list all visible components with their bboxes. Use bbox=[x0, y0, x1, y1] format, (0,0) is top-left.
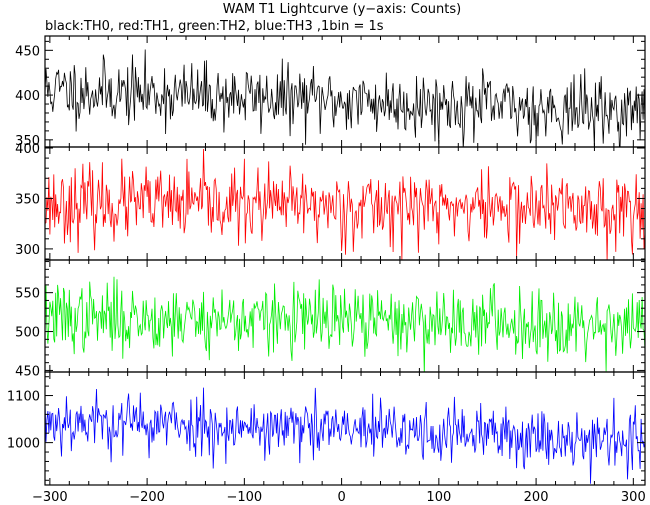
panel-TH1: 300 350 400 bbox=[15, 142, 646, 261]
series-TH2-line bbox=[45, 276, 645, 372]
y-tick-label: 1000 bbox=[7, 437, 40, 452]
y-tick-label: 450 bbox=[15, 44, 40, 59]
x-tick-label: 0 bbox=[337, 490, 345, 505]
panel-TH3: 1000 1100 bbox=[7, 371, 646, 486]
y-tick-label: 350 bbox=[15, 134, 40, 149]
x-axis: −300 −200 −100 0 100 200 300 bbox=[32, 490, 646, 505]
y-tick-label: 500 bbox=[15, 326, 40, 341]
panel-frame bbox=[44, 371, 646, 486]
y-tick-label: 300 bbox=[15, 243, 40, 258]
chart-subtitle: black:TH0, red:TH1, green:TH2, blue:TH3 … bbox=[45, 19, 384, 34]
panel-frame bbox=[44, 259, 646, 373]
chart-title: WAM T1 Lightcurve (y−axis: Counts) bbox=[223, 2, 461, 17]
x-tick-label: 100 bbox=[426, 490, 451, 505]
panel-TH0: 350 400 450 bbox=[15, 35, 646, 149]
series-TH1-line bbox=[45, 148, 645, 260]
y-tick-label: 400 bbox=[15, 142, 40, 157]
series-TH3-line bbox=[45, 387, 645, 484]
series-TH0-line bbox=[45, 49, 645, 147]
y-tick-label: 350 bbox=[15, 192, 40, 207]
x-tick-label: 200 bbox=[524, 490, 549, 505]
x-tick-label: −200 bbox=[129, 490, 165, 505]
y-tick-label: 450 bbox=[15, 364, 40, 379]
y-tick-label: 400 bbox=[15, 89, 40, 104]
x-tick-label: 300 bbox=[621, 490, 646, 505]
x-tick-label: −100 bbox=[226, 490, 262, 505]
x-tick-label: −300 bbox=[32, 490, 68, 505]
y-tick-label: 1100 bbox=[7, 390, 40, 405]
panel-TH2: 450 500 550 bbox=[15, 259, 646, 379]
y-tick-label: 550 bbox=[15, 287, 40, 302]
